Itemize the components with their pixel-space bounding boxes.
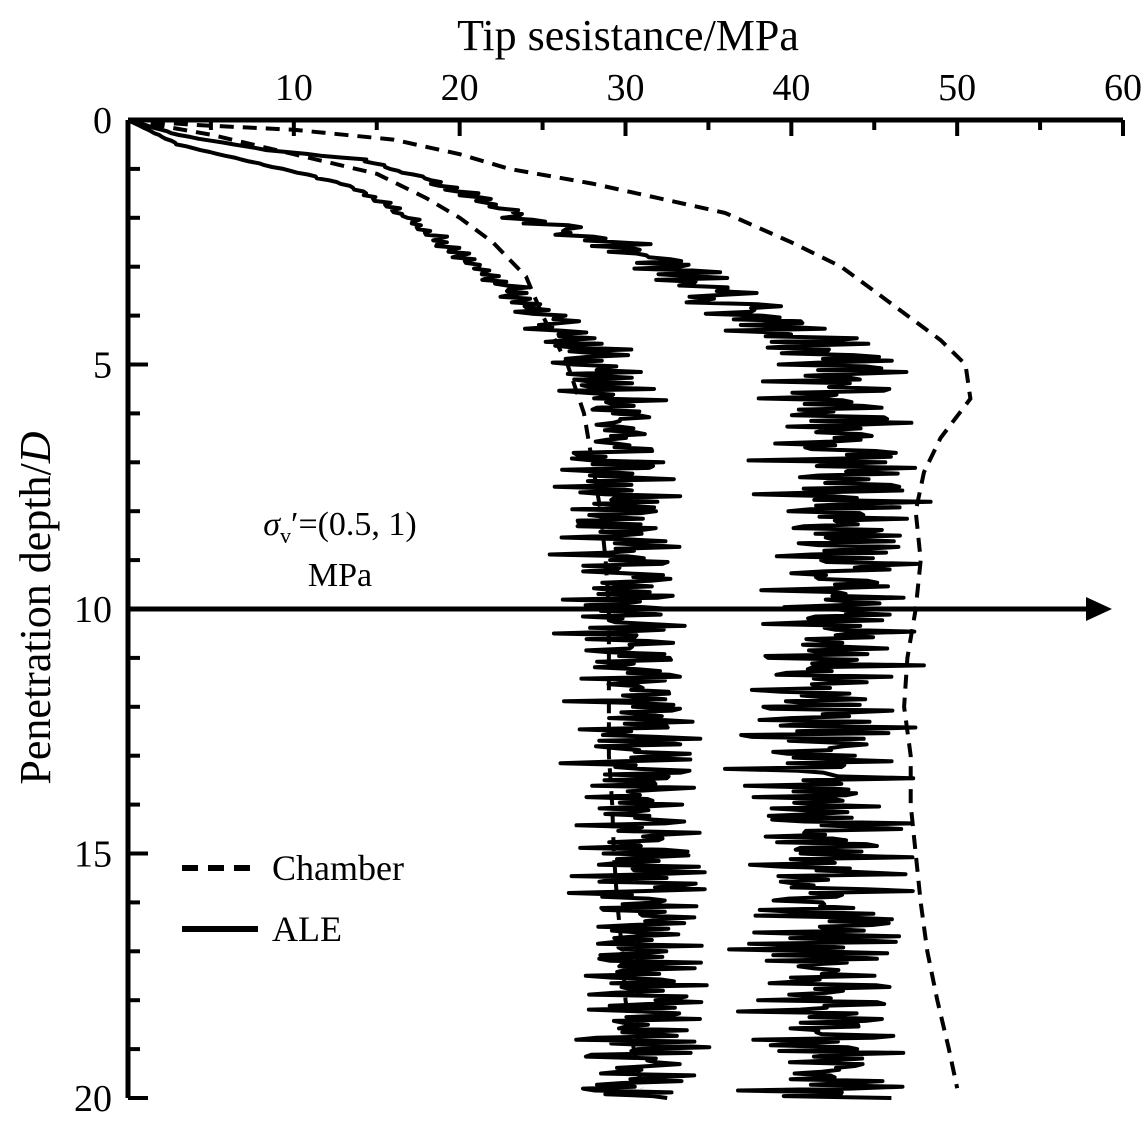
x-tick-label: 30 bbox=[607, 67, 645, 109]
x-axis-title: Tip sesistance/MPa bbox=[457, 11, 799, 60]
stress-values: ′=(0.5, 1) bbox=[291, 506, 417, 543]
x-tick-label: 10 bbox=[275, 67, 313, 109]
stress-annotation: σv′=(0.5, 1) MPa bbox=[128, 506, 1112, 621]
stress-annotation-line1: σv′=(0.5, 1) bbox=[263, 506, 417, 548]
x-tick-label: 60 bbox=[1104, 67, 1141, 109]
y-tick-label: 5 bbox=[93, 345, 112, 387]
x-tick-label: 50 bbox=[938, 67, 976, 109]
series-chamber-sigma-0-5 bbox=[127, 118, 973, 1089]
x-tick-label: 40 bbox=[772, 67, 810, 109]
legend-label-chamber: Chamber bbox=[272, 848, 404, 888]
legend-label-ale: ALE bbox=[272, 909, 342, 949]
y-tick-label: 0 bbox=[93, 100, 112, 142]
y-tick-label: 15 bbox=[74, 834, 112, 876]
sigma-symbol: σ bbox=[263, 506, 281, 543]
y-axis-title-text: Penetration depth/ bbox=[11, 462, 60, 784]
stress-arrow-head bbox=[1086, 597, 1112, 621]
x-ticks: 10 20 30 40 50 60 bbox=[208, 67, 1141, 136]
y-tick-label: 20 bbox=[74, 1078, 112, 1120]
stress-annotation-line2: MPa bbox=[308, 557, 372, 594]
y-axis-title-italic: D bbox=[11, 431, 60, 464]
y-axis-title: Penetration depth/D bbox=[11, 431, 60, 784]
series-chamber-sigma-1 bbox=[127, 118, 645, 1089]
legend: Chamber ALE bbox=[182, 848, 404, 949]
x-tick-label: 20 bbox=[441, 67, 479, 109]
y-tick-label: 10 bbox=[74, 589, 112, 631]
y-ticks: 0 5 10 15 20 bbox=[74, 100, 148, 1120]
sigma-subscript: v bbox=[280, 523, 291, 548]
